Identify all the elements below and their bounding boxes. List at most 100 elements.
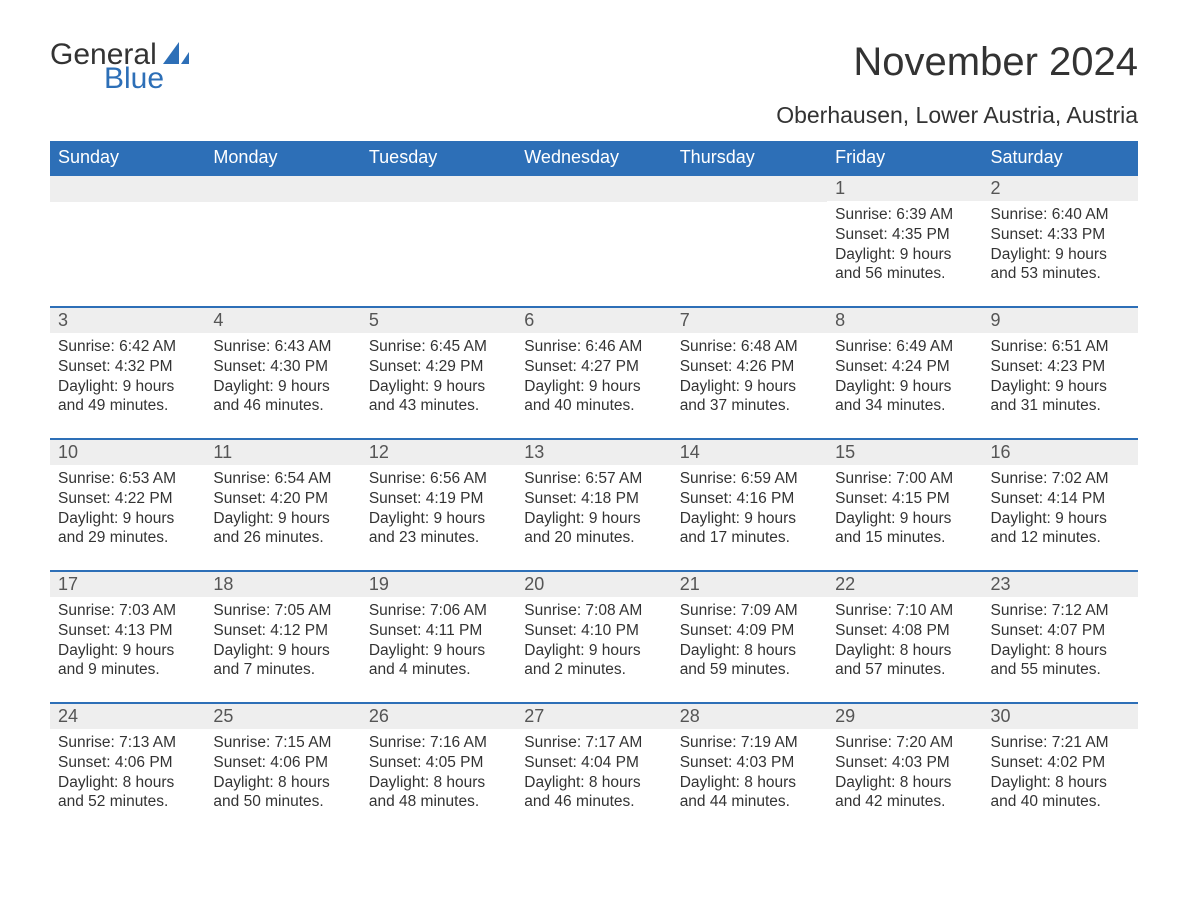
- daylight-line2: and 40 minutes.: [991, 792, 1132, 812]
- daylight-line2: and 20 minutes.: [524, 528, 665, 548]
- weekday-header: Saturday: [983, 141, 1138, 174]
- day-number: 28: [672, 704, 827, 729]
- day-number: [516, 176, 671, 202]
- day-cell: 5Sunrise: 6:45 AMSunset: 4:29 PMDaylight…: [361, 308, 516, 424]
- location-label: Oberhausen, Lower Austria, Austria: [50, 102, 1138, 129]
- day-details: Sunrise: 6:45 AMSunset: 4:29 PMDaylight:…: [361, 333, 516, 420]
- daylight-line1: Daylight: 9 hours: [58, 377, 199, 397]
- daylight-line1: Daylight: 9 hours: [680, 377, 821, 397]
- day-cell: 2Sunrise: 6:40 AMSunset: 4:33 PMDaylight…: [983, 176, 1138, 292]
- day-number: 8: [827, 308, 982, 333]
- day-number: 29: [827, 704, 982, 729]
- day-details: Sunrise: 7:12 AMSunset: 4:07 PMDaylight:…: [983, 597, 1138, 684]
- daylight-line2: and 46 minutes.: [213, 396, 354, 416]
- day-cell: 13Sunrise: 6:57 AMSunset: 4:18 PMDayligh…: [516, 440, 671, 556]
- sail-icon: [163, 42, 189, 68]
- weekday-header: Thursday: [672, 141, 827, 174]
- sunrise-text: Sunrise: 6:53 AM: [58, 469, 199, 489]
- sunrise-text: Sunrise: 6:39 AM: [835, 205, 976, 225]
- sunrise-text: Sunrise: 6:51 AM: [991, 337, 1132, 357]
- day-number: 22: [827, 572, 982, 597]
- day-cell: 25Sunrise: 7:15 AMSunset: 4:06 PMDayligh…: [205, 704, 360, 820]
- daylight-line2: and 29 minutes.: [58, 528, 199, 548]
- daylight-line1: Daylight: 9 hours: [369, 641, 510, 661]
- daylight-line1: Daylight: 9 hours: [835, 377, 976, 397]
- daylight-line1: Daylight: 8 hours: [680, 773, 821, 793]
- daylight-line1: Daylight: 9 hours: [213, 509, 354, 529]
- daylight-line2: and 23 minutes.: [369, 528, 510, 548]
- sunset-text: Sunset: 4:20 PM: [213, 489, 354, 509]
- sunrise-text: Sunrise: 6:57 AM: [524, 469, 665, 489]
- sunrise-text: Sunrise: 6:40 AM: [991, 205, 1132, 225]
- day-number: 17: [50, 572, 205, 597]
- day-details: Sunrise: 7:16 AMSunset: 4:05 PMDaylight:…: [361, 729, 516, 816]
- daylight-line2: and 53 minutes.: [991, 264, 1132, 284]
- sunset-text: Sunset: 4:14 PM: [991, 489, 1132, 509]
- calendar: SundayMondayTuesdayWednesdayThursdayFrid…: [50, 141, 1138, 820]
- day-number: 7: [672, 308, 827, 333]
- day-details: Sunrise: 6:51 AMSunset: 4:23 PMDaylight:…: [983, 333, 1138, 420]
- daylight-line1: Daylight: 9 hours: [680, 509, 821, 529]
- sunset-text: Sunset: 4:18 PM: [524, 489, 665, 509]
- daylight-line1: Daylight: 9 hours: [213, 641, 354, 661]
- sunrise-text: Sunrise: 7:06 AM: [369, 601, 510, 621]
- sunset-text: Sunset: 4:07 PM: [991, 621, 1132, 641]
- daylight-line1: Daylight: 9 hours: [835, 509, 976, 529]
- day-cell: 28Sunrise: 7:19 AMSunset: 4:03 PMDayligh…: [672, 704, 827, 820]
- sunset-text: Sunset: 4:35 PM: [835, 225, 976, 245]
- day-cell: 22Sunrise: 7:10 AMSunset: 4:08 PMDayligh…: [827, 572, 982, 688]
- day-number: [672, 176, 827, 202]
- day-number: [361, 176, 516, 202]
- daylight-line1: Daylight: 9 hours: [58, 509, 199, 529]
- day-cell: 11Sunrise: 6:54 AMSunset: 4:20 PMDayligh…: [205, 440, 360, 556]
- daylight-line1: Daylight: 8 hours: [835, 773, 976, 793]
- sunset-text: Sunset: 4:13 PM: [58, 621, 199, 641]
- sunset-text: Sunset: 4:05 PM: [369, 753, 510, 773]
- day-cell: 23Sunrise: 7:12 AMSunset: 4:07 PMDayligh…: [983, 572, 1138, 688]
- day-number: 11: [205, 440, 360, 465]
- day-details: Sunrise: 7:10 AMSunset: 4:08 PMDaylight:…: [827, 597, 982, 684]
- day-number: 18: [205, 572, 360, 597]
- sunrise-text: Sunrise: 7:13 AM: [58, 733, 199, 753]
- day-number: [205, 176, 360, 202]
- sunset-text: Sunset: 4:03 PM: [835, 753, 976, 773]
- daylight-line2: and 26 minutes.: [213, 528, 354, 548]
- day-details: Sunrise: 7:17 AMSunset: 4:04 PMDaylight:…: [516, 729, 671, 816]
- daylight-line1: Daylight: 9 hours: [524, 377, 665, 397]
- daylight-line1: Daylight: 9 hours: [524, 641, 665, 661]
- day-cell: 6Sunrise: 6:46 AMSunset: 4:27 PMDaylight…: [516, 308, 671, 424]
- sunrise-text: Sunrise: 7:17 AM: [524, 733, 665, 753]
- day-cell: 18Sunrise: 7:05 AMSunset: 4:12 PMDayligh…: [205, 572, 360, 688]
- day-number: 27: [516, 704, 671, 729]
- sunrise-text: Sunrise: 7:16 AM: [369, 733, 510, 753]
- daylight-line1: Daylight: 8 hours: [680, 641, 821, 661]
- daylight-line2: and 48 minutes.: [369, 792, 510, 812]
- day-details: Sunrise: 6:49 AMSunset: 4:24 PMDaylight:…: [827, 333, 982, 420]
- day-cell: [361, 176, 516, 292]
- daylight-line2: and 49 minutes.: [58, 396, 199, 416]
- day-number: 23: [983, 572, 1138, 597]
- day-details: Sunrise: 6:59 AMSunset: 4:16 PMDaylight:…: [672, 465, 827, 552]
- daylight-line2: and 2 minutes.: [524, 660, 665, 680]
- day-details: Sunrise: 6:48 AMSunset: 4:26 PMDaylight:…: [672, 333, 827, 420]
- brand-text: General Blue: [50, 40, 189, 94]
- day-cell: 27Sunrise: 7:17 AMSunset: 4:04 PMDayligh…: [516, 704, 671, 820]
- sunset-text: Sunset: 4:22 PM: [58, 489, 199, 509]
- day-cell: 26Sunrise: 7:16 AMSunset: 4:05 PMDayligh…: [361, 704, 516, 820]
- day-number: 21: [672, 572, 827, 597]
- daylight-line2: and 59 minutes.: [680, 660, 821, 680]
- daylight-line1: Daylight: 8 hours: [524, 773, 665, 793]
- day-cell: 9Sunrise: 6:51 AMSunset: 4:23 PMDaylight…: [983, 308, 1138, 424]
- sunrise-text: Sunrise: 6:46 AM: [524, 337, 665, 357]
- week-row: 1Sunrise: 6:39 AMSunset: 4:35 PMDaylight…: [50, 174, 1138, 292]
- sunset-text: Sunset: 4:06 PM: [213, 753, 354, 773]
- sunset-text: Sunset: 4:24 PM: [835, 357, 976, 377]
- daylight-line1: Daylight: 9 hours: [369, 377, 510, 397]
- daylight-line2: and 46 minutes.: [524, 792, 665, 812]
- sunset-text: Sunset: 4:16 PM: [680, 489, 821, 509]
- weekday-header-row: SundayMondayTuesdayWednesdayThursdayFrid…: [50, 141, 1138, 174]
- daylight-line1: Daylight: 8 hours: [835, 641, 976, 661]
- sunrise-text: Sunrise: 7:05 AM: [213, 601, 354, 621]
- week-row: 10Sunrise: 6:53 AMSunset: 4:22 PMDayligh…: [50, 438, 1138, 556]
- daylight-line1: Daylight: 9 hours: [991, 509, 1132, 529]
